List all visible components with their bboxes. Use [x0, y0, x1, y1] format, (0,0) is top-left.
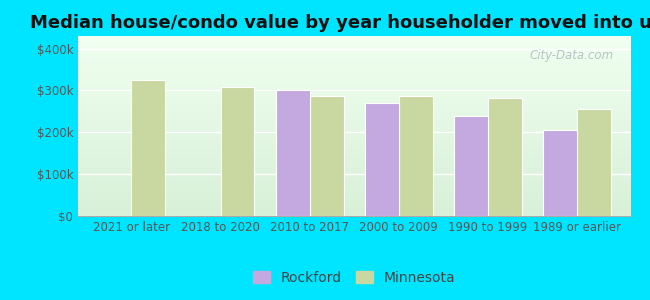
Legend: Rockford, Minnesota: Rockford, Minnesota	[253, 271, 456, 285]
Bar	[399, 96, 433, 216]
Bar	[276, 90, 309, 216]
Bar	[543, 130, 577, 216]
Bar	[577, 109, 611, 216]
Bar	[365, 103, 399, 216]
Bar	[454, 116, 488, 216]
Bar	[131, 80, 165, 216]
Bar	[488, 98, 522, 216]
Text: City-Data.com: City-Data.com	[530, 49, 614, 62]
Title: Median house/condo value by year householder moved into unit: Median house/condo value by year househo…	[29, 14, 650, 32]
Bar	[220, 88, 254, 216]
Bar	[309, 96, 344, 216]
